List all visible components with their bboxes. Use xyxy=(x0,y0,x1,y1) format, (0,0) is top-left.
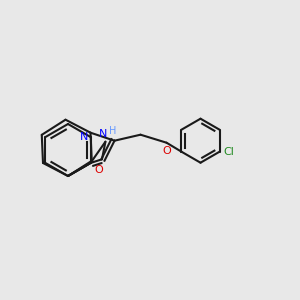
Text: O: O xyxy=(162,146,171,156)
Text: N: N xyxy=(80,132,89,142)
Text: O: O xyxy=(94,165,103,175)
Text: N: N xyxy=(99,129,108,139)
Text: Cl: Cl xyxy=(224,147,234,157)
Text: H: H xyxy=(109,126,116,136)
